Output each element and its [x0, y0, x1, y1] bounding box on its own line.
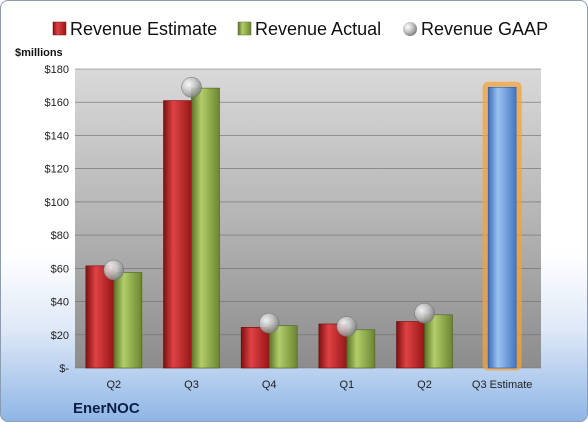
bar-revenue-estimate	[240, 327, 270, 369]
legend-item-estimate: Revenue Estimate	[52, 19, 217, 39]
legend-item-actual: Revenue Actual	[237, 19, 381, 39]
y-tick-label: $80	[51, 230, 69, 242]
plot-area	[75, 69, 541, 368]
y-axis-ticks: $- $20 $40 $60 $80 $100 $120 $140 $160 $180	[45, 64, 70, 375]
bar-revenue-actual	[191, 87, 220, 369]
legend-item-gaap: Revenue GAAP	[403, 19, 548, 39]
y-tick-label: $100	[45, 197, 69, 209]
y-tick-label: $180	[45, 64, 69, 76]
y-tick-label: $140	[45, 130, 69, 142]
x-tick-label: Q4	[262, 379, 277, 391]
gaap-markers	[103, 77, 435, 337]
company-label: EnerNOC	[73, 400, 140, 417]
legend-swatch-estimate	[52, 21, 67, 36]
y-tick-label: $40	[51, 297, 69, 309]
y-axis-unit-label: $millions	[15, 47, 63, 59]
legend-label-gaap: Revenue GAAP	[421, 19, 548, 39]
x-tick-label: Q3	[184, 379, 199, 391]
marker-revenue-gaap	[414, 302, 435, 324]
legend-swatch-gaap	[403, 22, 417, 36]
bar-revenue-actual	[424, 314, 453, 369]
marker-revenue-gaap	[336, 316, 358, 337]
gridlines	[75, 68, 541, 369]
bar-revenue-actual	[113, 272, 143, 369]
y-tick-label: $120	[45, 164, 69, 176]
bar-revenue-actual	[346, 329, 376, 369]
marker-revenue-gaap	[103, 259, 125, 281]
legend: Revenue Estimate Revenue Actual Revenue …	[52, 19, 548, 39]
bars	[85, 81, 522, 371]
legend-swatch-actual	[237, 21, 252, 36]
bar-revenue-estimate	[163, 100, 192, 369]
x-axis-ticks: Q2 Q3 Q4 Q1 Q2 Q3 Estimate	[106, 379, 532, 391]
marker-revenue-gaap	[181, 77, 202, 98]
legend-label-actual: Revenue Actual	[255, 19, 381, 39]
x-tick-label: Q3 Estimate	[472, 379, 533, 391]
bar-revenue-estimate	[85, 265, 115, 369]
x-tick-label: Q2	[106, 379, 121, 391]
y-tick-label: $-	[59, 363, 69, 375]
marker-revenue-gaap	[258, 312, 280, 334]
bar-revenue-actual	[268, 325, 298, 369]
y-tick-label: $160	[45, 97, 69, 109]
y-tick-label: $60	[51, 263, 69, 275]
bar-revenue-projection	[487, 86, 517, 369]
x-tick-label: Q1	[339, 379, 354, 391]
bar-revenue-estimate	[396, 321, 425, 369]
legend-label-estimate: Revenue Estimate	[70, 19, 217, 39]
y-tick-label: $20	[51, 330, 69, 342]
x-tick-label: Q2	[417, 379, 432, 391]
